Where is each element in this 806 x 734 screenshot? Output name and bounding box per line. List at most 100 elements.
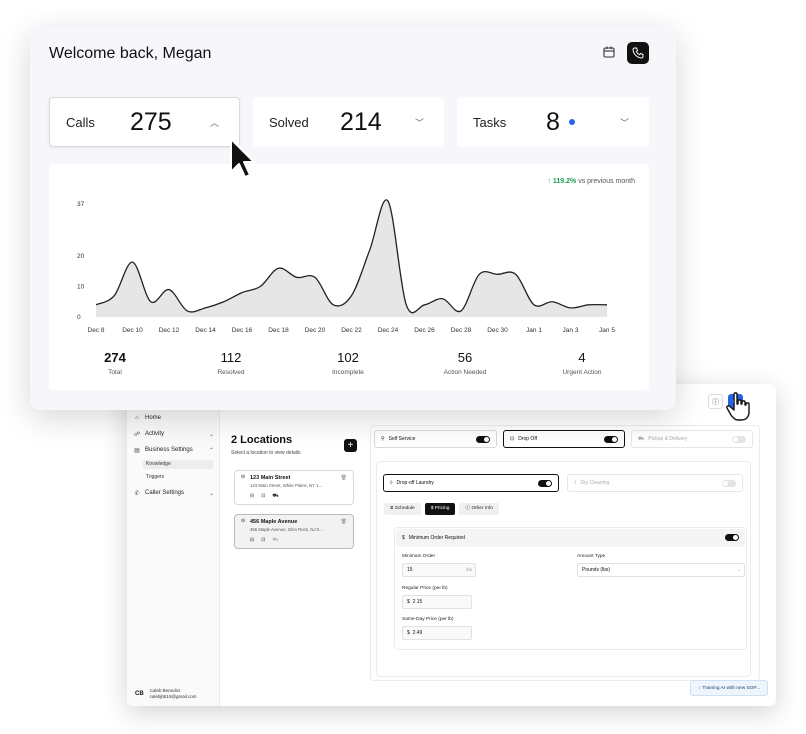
x-tick-label: Dec 14 (195, 327, 216, 334)
same-day-price-label: Same-Day Price (per lb) (402, 617, 454, 622)
sidebar-item-caller-settings[interactable]: ✆ Caller Settings ⌄ (133, 488, 214, 498)
same-day-price-input[interactable]: $ 2.49 (402, 626, 472, 640)
location-card-selected[interactable]: 456 Maple Avenue 456 Maple Avenue, Glen … (234, 514, 354, 549)
tab-other-info[interactable]: ⓘ Other Info (459, 503, 499, 515)
trash-icon[interactable]: 🗑 (340, 519, 347, 525)
truck-icon: ⛟ (272, 493, 279, 499)
regular-price-label: Regular Price (per lb) (402, 586, 448, 591)
x-tick-label: Dec 10 (122, 327, 143, 334)
x-tick-label: Dec 28 (451, 327, 472, 334)
page-title: Welcome back, Megan (49, 45, 212, 62)
mode-drop-off[interactable]: ⊡ Drop Off (503, 430, 625, 448)
drop-off-icon: ⊡ (261, 537, 266, 543)
drop-off-icon: ⊡ (261, 493, 266, 499)
main-content: ⓘ ✆ 2 Locations Select a location to vie… (220, 384, 776, 706)
input-unit: lbs (466, 567, 472, 572)
home-icon: ⌂ (135, 415, 139, 421)
avatar: CB (135, 691, 144, 697)
x-tick-label: Dec 8 (88, 327, 105, 334)
stat-value: 214 (340, 107, 382, 136)
x-tick-label: Dec 30 (487, 327, 508, 334)
mode-label: Drop Off (518, 436, 538, 442)
stat-card-calls[interactable]: Calls 275 ︿ (49, 97, 240, 147)
summary-action-needed-value: 56 (457, 350, 473, 365)
amount-type-select[interactable]: Pounds (lbs) ⌄ (577, 563, 745, 577)
chart-series-line (95, 199, 608, 314)
x-tick-label: Jan 3 (563, 327, 579, 334)
input-value: 15 (407, 567, 413, 573)
tab-pricing[interactable]: $ Pricing (424, 503, 456, 515)
x-tick-label: Dec 18 (268, 327, 289, 334)
mode-pickup-delivery[interactable]: ⛟ Pickup & Delivery (631, 430, 753, 448)
summary-total-value: 274 (104, 350, 126, 365)
input-value: 2.15 (412, 599, 423, 605)
location-name: 123 Main Street (241, 474, 347, 481)
trend-suffix: vs previous month (578, 178, 635, 185)
trash-icon[interactable]: 🗑 (340, 475, 347, 481)
status-dot (569, 119, 575, 125)
summary-total-label: Total (108, 369, 122, 376)
sidebar-item-label: Home (145, 415, 162, 421)
y-tick-label: 0 (77, 314, 81, 321)
sidebar-item-activity[interactable]: ☍ Activity ⌄ (133, 429, 214, 439)
sidebar-item-home[interactable]: ⌂ Home (133, 413, 161, 423)
add-location-button[interactable]: + (344, 439, 357, 452)
sidebar-item-label: Business Settings (145, 447, 193, 453)
business-settings-window: ⌂ Home ☍ Activity ⌄ ▤ Business Settings … (127, 384, 776, 706)
user-name: Caleb Benedict (149, 688, 181, 693)
stat-card-solved[interactable]: Solved 214 ﹀ (253, 97, 444, 147)
info-icon: ⓘ (712, 398, 719, 406)
summary-resolved-value: 112 (220, 350, 242, 365)
summary-incomplete-label: Incomplete (332, 369, 364, 376)
dry-cleaning-toggle[interactable] (722, 480, 736, 487)
drop-off-laundry-toggle[interactable] (538, 480, 552, 487)
mode-label: Pickup & Delivery (648, 436, 688, 442)
location-card[interactable]: 123 Main Street 123 Main Street, White P… (234, 470, 354, 505)
submode-dry-cleaning[interactable]: ⌇ Dry Cleaning (567, 474, 743, 492)
minimum-order-input[interactable]: 15 lbs (402, 563, 476, 577)
trend-indicator: ↑ 119.2% vs previous month (547, 178, 635, 185)
sidebar-subitem-triggers[interactable]: Triggers (146, 474, 165, 480)
arrow-cursor-icon (230, 138, 255, 178)
truck-icon: ⛟ (272, 537, 279, 543)
submode-drop-off-laundry[interactable]: ◊ Drop-off Laundry (383, 474, 559, 492)
location-name: 456 Maple Avenue (241, 518, 347, 525)
info-button[interactable]: ⓘ (708, 394, 723, 409)
pickup-delivery-toggle[interactable] (732, 436, 746, 443)
summary-urgent-value: 4 (578, 350, 586, 365)
y-tick-label: 37 (77, 201, 85, 208)
drop-off-toggle[interactable] (604, 436, 618, 443)
self-service-toggle[interactable] (476, 436, 490, 443)
mode-self-service[interactable]: ⚲ Self Service (374, 430, 497, 448)
phone-button[interactable] (627, 42, 649, 64)
chevron-down-icon: ﹀ (619, 117, 629, 128)
amount-type-label: Amount Type (577, 554, 606, 559)
minimum-order-toggle[interactable] (725, 534, 739, 541)
area-chart: 0 10 20 37 Dec 8 Dec 10 Dec 12 Dec 14 Dec 16 Dec … (77, 199, 615, 334)
summary-resolved-label: Resolved (217, 369, 245, 376)
x-tick-label: Dec 20 (305, 327, 326, 334)
tab-schedule[interactable]: ⧖ Schedule (384, 503, 421, 515)
sidebar-item-label: Caller Settings (145, 490, 185, 496)
locations-title: 2 Locations (231, 434, 293, 446)
submode-label: Dry Cleaning (580, 480, 610, 486)
location-settings-panel: ⚲ Self Service ⊡ Drop Off ⛟ Pickup & Del… (370, 425, 760, 681)
y-tick-label: 10 (77, 284, 85, 291)
phone-icon: ✆ (134, 490, 140, 497)
regular-price-input[interactable]: $ 2.15 (402, 595, 472, 609)
sidebar-subitem-knowledge[interactable]: Knowledge (143, 460, 213, 469)
user-profile[interactable]: CB Caleb Benedict calebjb518@gmail.com (135, 688, 197, 700)
sidebar-item-business-settings[interactable]: ▤ Business Settings ⌃ (133, 445, 214, 455)
calendar-button[interactable] (600, 43, 618, 61)
chevron-up-icon: ︿ (209, 117, 219, 128)
minimum-order-field-label: Minimum Order (402, 554, 436, 559)
currency-symbol: $ (407, 599, 410, 605)
stat-value: 8 (546, 107, 560, 136)
stat-card-tasks[interactable]: Tasks 8 ﹀ (457, 97, 649, 147)
location-address: 123 Main Street, White Plains, NY 1... (250, 483, 323, 488)
tab-label: Other Info (471, 506, 493, 511)
chevron-down-icon: ⌄ (209, 431, 215, 438)
calendar-icon (603, 46, 615, 58)
spinner-icon: ◌ (698, 686, 702, 691)
